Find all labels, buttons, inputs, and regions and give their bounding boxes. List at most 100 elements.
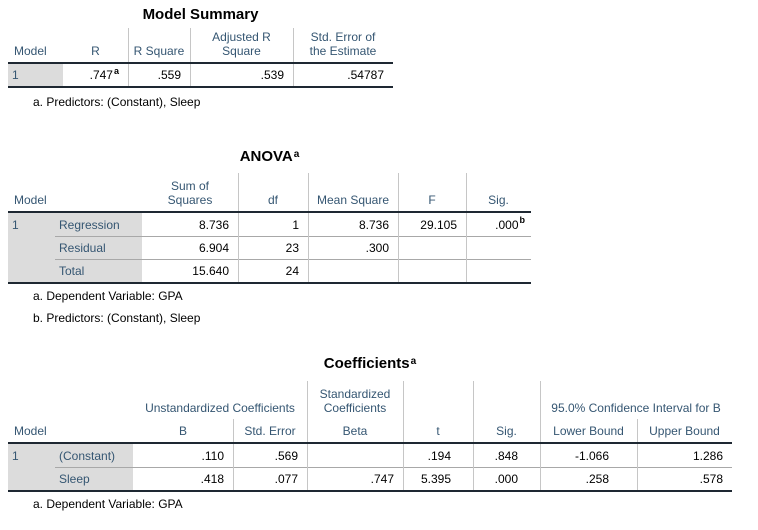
constant-upper-bound: 1.286 (692, 448, 723, 463)
footnote-b: b. Predictors: (Constant), Sleep (33, 311, 201, 325)
header-rule (8, 211, 531, 213)
anova-header-model: Model (14, 193, 47, 207)
footnote-marker: a (410, 356, 417, 367)
r-square-value: .559 (157, 68, 181, 82)
model-number: 1 (12, 217, 19, 232)
group-header-confidence-interval: 95.0% Confidence Interval for B (551, 401, 721, 415)
regression-df: 1 (292, 217, 299, 232)
adj-r-square-value: .539 (260, 68, 284, 82)
subheader-sig: Sig. (496, 424, 517, 438)
coefficients-title: Coefficientsa (8, 355, 732, 372)
model-summary-header-adj-r-square: Adjusted R Square (212, 30, 271, 58)
regression-sig: .000 b (466, 213, 531, 236)
r-value: .747 a (63, 64, 128, 86)
divider (403, 444, 404, 490)
anova-header-sig: Sig. (488, 193, 509, 207)
header-rule (8, 442, 732, 444)
sleep-sig: .000 (494, 471, 518, 486)
bottom-rule (8, 86, 393, 88)
divider (190, 28, 191, 62)
coefficients-table: Coefficientsa Unstandardized Coefficient… (8, 353, 732, 518)
residual-sum-squares: 6.904 (198, 240, 229, 255)
footnote-a: a. Dependent Variable: GPA (33, 497, 183, 511)
divider (233, 444, 234, 490)
divider (403, 381, 404, 442)
subheader-beta: Beta (342, 424, 368, 438)
model-summary-title: Model Summary (142, 6, 259, 23)
row-label-constant: (Constant) (59, 448, 116, 463)
subheader-b: B (178, 424, 187, 438)
model-summary-header-r-square: R Square (133, 44, 185, 58)
header-rule (8, 62, 393, 64)
anova-header-f: F (428, 193, 436, 207)
row-shading (8, 64, 63, 86)
row-separator (55, 467, 732, 468)
subheader-std-error: Std. Error (244, 424, 296, 438)
divider (540, 381, 541, 442)
sleep-b: .418 (200, 471, 224, 486)
divider (308, 173, 309, 211)
constant-b: .110 (201, 448, 224, 463)
row-label-sleep: Sleep (59, 471, 90, 486)
divider (466, 213, 467, 282)
footnote-a: a. Dependent Variable: GPA (33, 289, 183, 303)
divider (398, 213, 399, 282)
regression-sum-squares: 8.736 (198, 217, 229, 232)
divider (637, 444, 638, 490)
anova-header-mean-square: Mean Square (316, 193, 390, 207)
constant-lower-bound: -1.066 (574, 448, 609, 463)
value-text: .000 (495, 217, 519, 232)
row-separator (55, 259, 531, 260)
regression-f: 29.105 (420, 217, 457, 232)
model-summary-header-model: Model (14, 44, 47, 58)
anova-header-df: df (267, 193, 278, 207)
std-error-value: .54787 (347, 68, 384, 82)
divider (238, 173, 239, 211)
row-label-regression: Regression (59, 217, 120, 232)
divider (128, 28, 129, 62)
subheader-upper-bound: Upper Bound (649, 424, 720, 438)
constant-std-error: .569 (274, 448, 298, 463)
group-header-standardized: Standardized Coefficients (319, 387, 391, 415)
model-summary-header-std-error: Std. Error of the Estimate (309, 30, 377, 58)
divider (307, 444, 308, 490)
sleep-t: 5.395 (420, 471, 451, 486)
anova-header-sum-of-squares: Sum of Squares (167, 179, 213, 207)
model-summary-header-r: R (91, 44, 100, 58)
divider (233, 419, 234, 442)
divider (307, 381, 308, 442)
divider (473, 444, 474, 490)
divider (238, 213, 239, 282)
sleep-lower-bound: .258 (585, 471, 609, 486)
title-text: Coefficients (323, 355, 410, 372)
divider (473, 381, 474, 442)
sleep-beta: .747 (370, 471, 394, 486)
group-header-unstandardized: Unstandardized Coefficients (145, 401, 295, 415)
divider (398, 173, 399, 211)
subheader-lower-bound: Lower Bound (553, 424, 624, 438)
footnote-marker: b (519, 215, 526, 225)
value-text: .747 (89, 68, 113, 82)
anova-table: ANOVAa Model Sum of Squares df Mean Squa… (8, 146, 531, 326)
footnote-marker: a (113, 65, 119, 76)
coefficients-header-model: Model (14, 424, 47, 438)
divider (293, 64, 294, 86)
model-summary-table: Model Summary Model R R Square Adjusted … (8, 6, 393, 118)
row-label-residual: Residual (59, 240, 106, 255)
title-text: ANOVA (239, 148, 293, 165)
divider (128, 64, 129, 86)
divider (308, 213, 309, 282)
footnote-a: a. Predictors: (Constant), Sleep (33, 95, 201, 109)
total-sum-squares: 15.640 (192, 263, 229, 278)
divider (190, 64, 191, 86)
row-label-total: Total (59, 263, 85, 278)
anova-title: ANOVAa (8, 148, 531, 165)
regression-mean-square: 8.736 (358, 217, 389, 232)
divider (637, 419, 638, 442)
sleep-std-error: .077 (274, 471, 298, 486)
residual-mean-square: .300 (365, 240, 389, 255)
row-separator (55, 236, 531, 237)
sleep-upper-bound: .578 (699, 471, 723, 486)
bottom-rule (8, 282, 531, 284)
